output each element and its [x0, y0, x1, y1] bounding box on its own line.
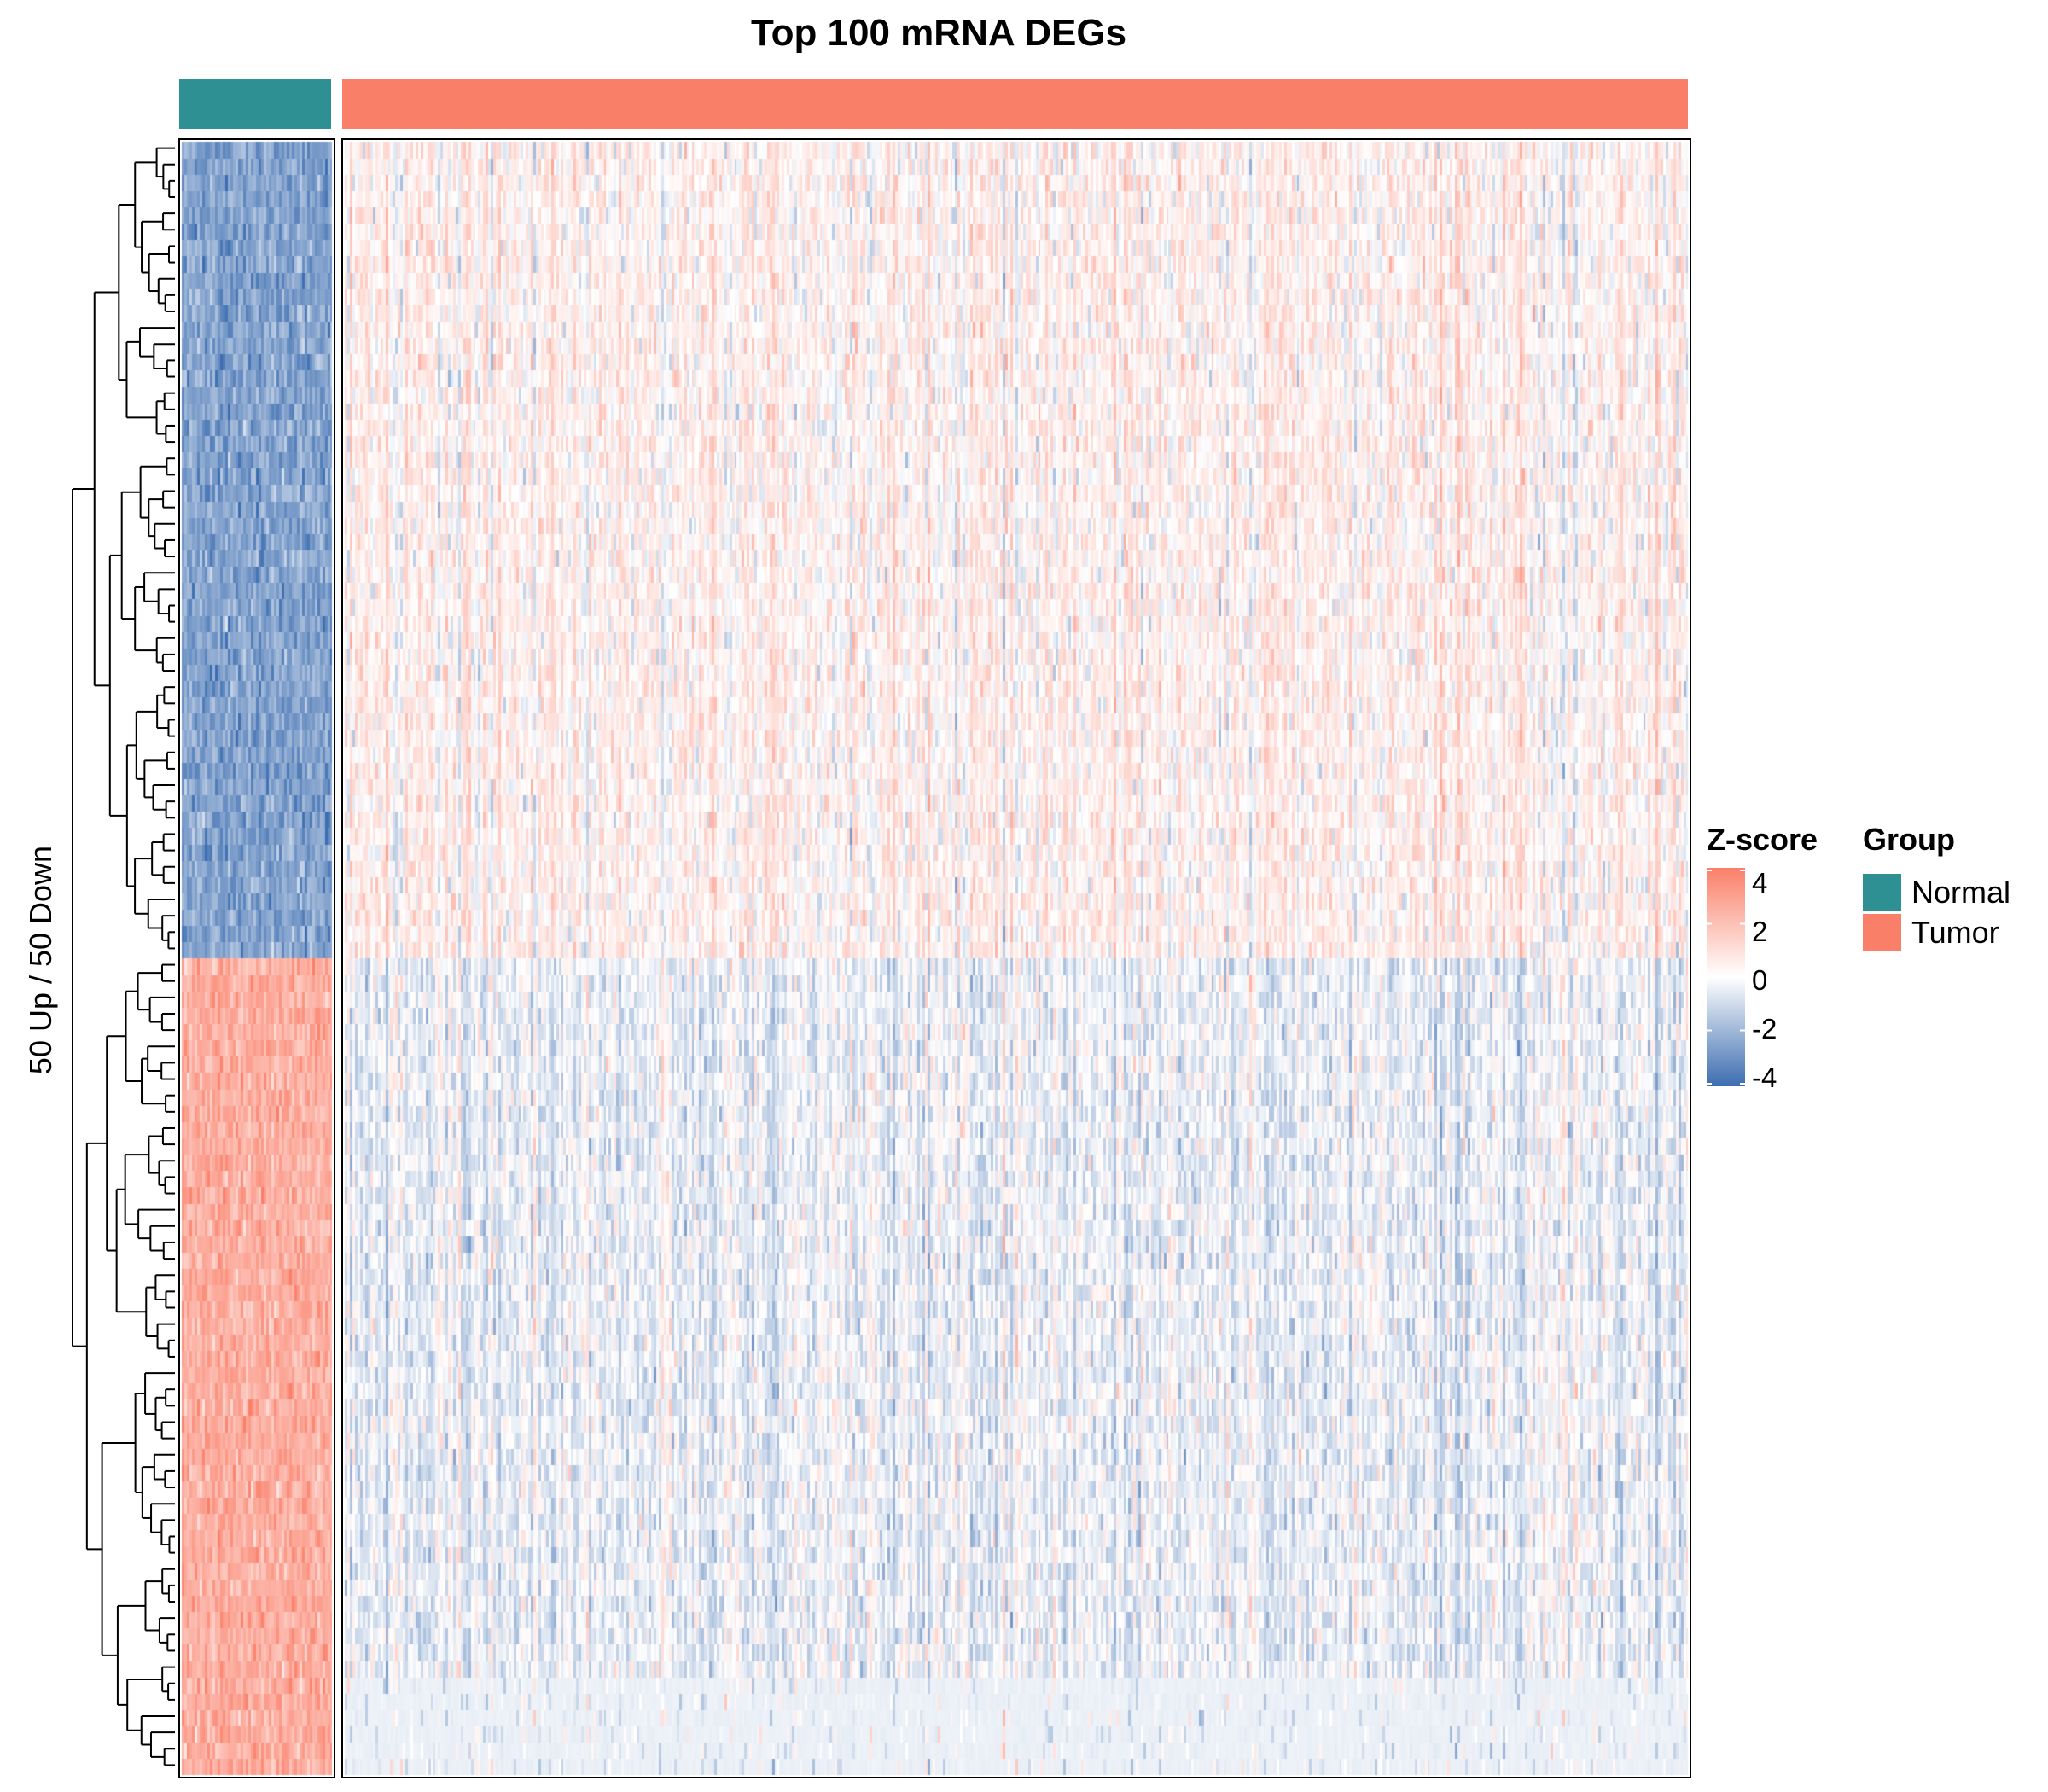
chart-title: Top 100 mRNA DEGs: [750, 12, 1127, 54]
colorbar: [1707, 868, 1745, 1086]
colorbar-tick-label: 0: [1752, 964, 1768, 996]
colorbar-tick-label: -2: [1752, 1013, 1777, 1044]
legend-swatch-normal: [1863, 874, 1901, 911]
colorbar-tick-label: 2: [1752, 916, 1768, 947]
group-annotation-tumor: [342, 79, 1688, 129]
legend-title: Group: [1863, 822, 1955, 857]
group-annotation-normal: [179, 79, 331, 129]
legend-label-tumor: Tumor: [1911, 915, 1999, 950]
legend-swatch-tumor: [1863, 914, 1901, 951]
heatmap-body-normal: [178, 138, 335, 1778]
colorbar-tick-label: -4: [1752, 1062, 1777, 1093]
heatmap-body-tumor: [341, 138, 1691, 1778]
colorbar-title: Z-score: [1707, 822, 1818, 857]
legend-label-normal: Normal: [1911, 875, 2011, 910]
colorbar-tick-label: 4: [1752, 867, 1768, 899]
colorbar-ticks: [1707, 870, 1745, 1085]
